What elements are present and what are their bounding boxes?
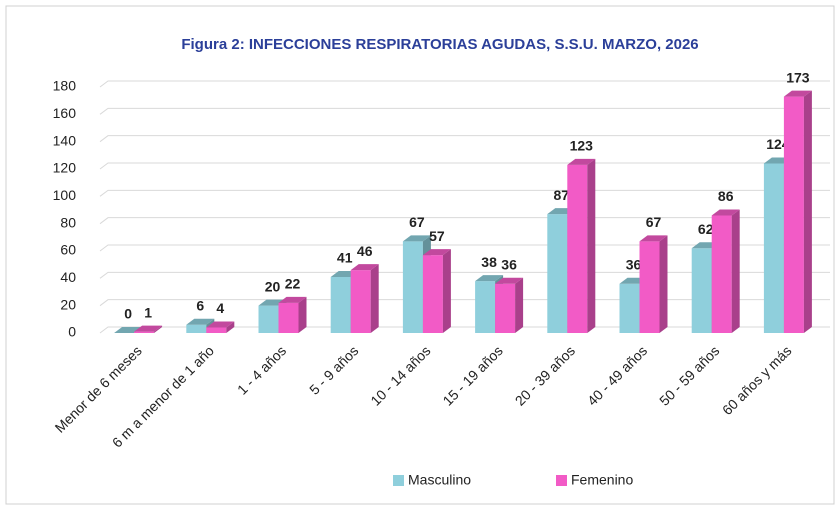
legend-label: Femenino (571, 472, 633, 488)
bar-front (350, 270, 371, 333)
bar-side (226, 321, 235, 333)
bar-front (691, 248, 712, 333)
value-label: 1 (144, 304, 152, 320)
value-label: 87 (554, 187, 570, 203)
value-label: 57 (429, 228, 445, 244)
bar-top (783, 90, 812, 97)
bar-front (330, 276, 351, 333)
bar-front (711, 215, 732, 333)
bar-front (639, 241, 660, 333)
bar-side (659, 235, 668, 333)
grid-line (99, 135, 830, 143)
bar-top (134, 325, 163, 332)
bar (711, 209, 740, 333)
bar-front (783, 96, 804, 333)
bar-top (422, 249, 451, 256)
value-label: 6 (196, 298, 204, 314)
legend-swatch (393, 475, 404, 486)
bar-side (442, 249, 451, 333)
value-label: 41 (337, 250, 353, 266)
bar (206, 321, 235, 333)
y-tick-label: 160 (53, 105, 77, 121)
bar (278, 296, 307, 333)
y-tick-label: 100 (53, 187, 77, 203)
value-label: 46 (357, 243, 373, 259)
value-label: 38 (481, 254, 497, 270)
value-label: 67 (646, 214, 662, 230)
bar (783, 90, 812, 333)
value-label: 124 (766, 136, 790, 152)
bar-top (206, 321, 235, 328)
y-tick-label: 180 (53, 78, 77, 94)
y-tick-label: 60 (60, 242, 76, 258)
bar-front (134, 331, 155, 333)
bar-front (402, 241, 423, 333)
bar-front (422, 255, 443, 333)
bar-top (186, 318, 215, 325)
bar-top (639, 235, 668, 242)
bar-side (515, 277, 524, 333)
bar-top (475, 275, 504, 282)
bar-side (370, 264, 379, 333)
y-tick-label: 40 (60, 269, 76, 285)
bar-front (258, 305, 279, 333)
bar (495, 277, 524, 333)
y-tick-label: 120 (53, 160, 77, 176)
bar-side (803, 90, 812, 333)
bar-front (763, 163, 784, 333)
bar-top (711, 209, 740, 216)
value-label: 86 (718, 188, 734, 204)
bar (567, 158, 596, 333)
bar (350, 264, 379, 333)
bar (186, 318, 215, 333)
value-label: 62 (698, 221, 714, 237)
bar-side (731, 209, 740, 333)
bar (134, 325, 163, 333)
bar-front (619, 283, 640, 333)
value-label: 67 (409, 214, 425, 230)
bar (639, 235, 668, 333)
bar-front (567, 164, 588, 333)
bar-top (567, 158, 596, 165)
bar-front (278, 302, 299, 333)
y-tick-label: 0 (68, 324, 76, 340)
value-label: 0 (124, 306, 132, 322)
y-tick-label: 20 (60, 296, 76, 312)
value-label: 4 (216, 300, 224, 316)
grid-line (99, 107, 830, 115)
value-label: 36 (501, 257, 517, 273)
chart-title: Figura 2: INFECCIONES RESPIRATORIAS AGUD… (181, 36, 698, 53)
bar-front (475, 281, 496, 333)
value-label: 36 (626, 257, 642, 273)
y-tick-label: 80 (60, 214, 76, 230)
bar-top (350, 264, 379, 271)
bar-front (186, 324, 207, 333)
bar-side (154, 325, 163, 333)
legend-label: Masculino (408, 472, 471, 488)
y-tick-label: 140 (53, 132, 77, 148)
value-label: 20 (265, 278, 281, 294)
bar-front (495, 283, 516, 333)
value-label: 22 (285, 276, 301, 292)
value-label: 123 (570, 138, 594, 154)
bar-side (587, 158, 596, 333)
bar-top (495, 277, 524, 284)
bar-top (278, 296, 307, 303)
bar-front (547, 214, 568, 333)
bar-side (298, 296, 307, 333)
bar-front (206, 327, 227, 333)
bar-top (402, 235, 431, 242)
bar (422, 249, 451, 333)
value-label: 173 (786, 69, 810, 85)
legend-swatch (556, 475, 567, 486)
grid-line (99, 80, 830, 88)
